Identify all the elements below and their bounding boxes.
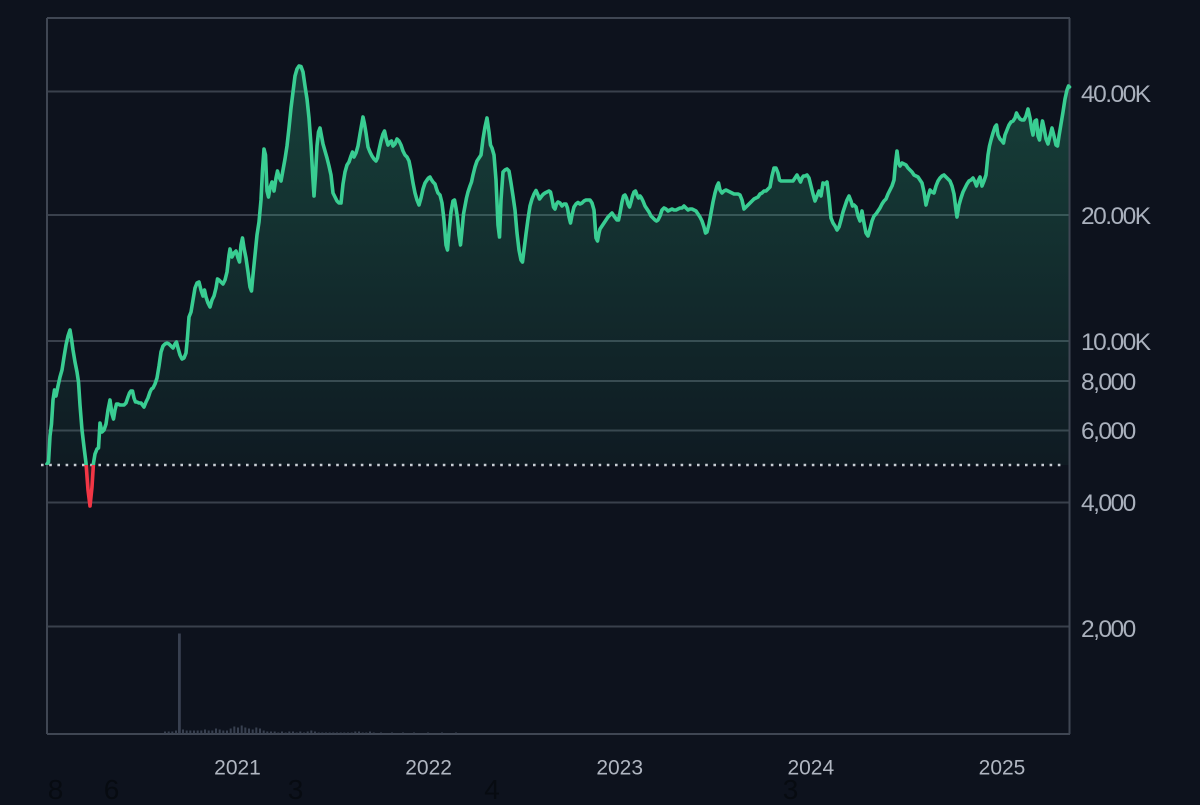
svg-text:6: 6 <box>104 774 120 800</box>
svg-text:2022: 2022 <box>405 757 452 780</box>
svg-text:2021: 2021 <box>214 757 261 780</box>
svg-text:3: 3 <box>783 774 799 800</box>
svg-text:8,000: 8,000 <box>1081 369 1136 396</box>
svg-text:2023: 2023 <box>596 757 643 780</box>
svg-text:8: 8 <box>48 774 64 800</box>
svg-text:2025: 2025 <box>979 757 1026 780</box>
svg-text:3: 3 <box>288 774 304 800</box>
svg-text:10.00K: 10.00K <box>1081 329 1152 356</box>
svg-text:4,000: 4,000 <box>1081 490 1136 517</box>
svg-text:20.00K: 20.00K <box>1081 203 1152 230</box>
svg-text:2024: 2024 <box>787 757 834 780</box>
svg-text:6,000: 6,000 <box>1081 418 1136 445</box>
svg-text:2,000: 2,000 <box>1081 616 1136 643</box>
svg-text:4: 4 <box>484 774 500 800</box>
svg-text:40.00K: 40.00K <box>1081 81 1152 108</box>
